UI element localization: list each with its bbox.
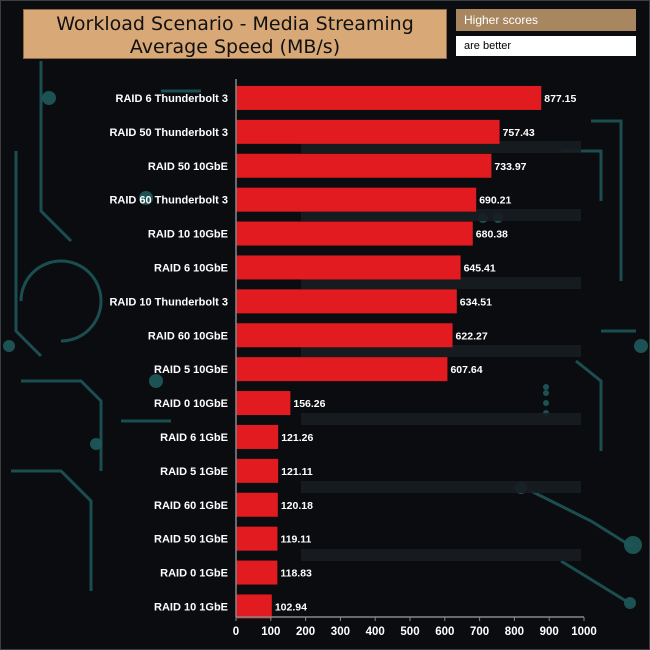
chart-title-line1: Workload Scenario - Media Streaming [56, 13, 414, 35]
bar [236, 594, 272, 619]
bar [236, 289, 457, 314]
bar [236, 560, 278, 585]
category-label: RAID 0 1GbE [160, 568, 228, 580]
x-tick-label: 300 [331, 626, 350, 638]
bar [236, 391, 291, 416]
x-tick-label: 200 [296, 626, 315, 638]
x-tick-label: 100 [261, 626, 280, 638]
category-label: RAID 60 1GbE [154, 500, 228, 512]
x-tick-label: 500 [400, 626, 419, 638]
value-label: 102.94 [275, 601, 307, 613]
category-label: RAID 10 1GbE [154, 601, 228, 613]
chart-title: Workload Scenario - Media Streaming Aver… [23, 9, 447, 59]
bars-layer: RAID 6 Thunderbolt 3 877.15 RAID 50 Thunde… [109, 85, 577, 619]
bar [236, 255, 461, 280]
x-tick-label: 600 [435, 626, 454, 638]
higher-scores-note: Higher scores [456, 9, 636, 31]
x-tick-label: 400 [366, 626, 385, 638]
bar [236, 357, 448, 382]
value-label: 645.41 [464, 262, 496, 274]
value-label: 120.18 [281, 500, 313, 512]
bar [236, 492, 278, 517]
category-label: RAID 50 1GbE [154, 534, 228, 546]
x-tick-label: 700 [470, 626, 489, 638]
value-label: 156.26 [293, 398, 325, 410]
category-label: RAID 50 10GbE [148, 161, 228, 173]
category-label: RAID 6 10GbE [154, 262, 228, 274]
bar [236, 85, 542, 110]
value-label: 119.11 [280, 534, 311, 546]
category-label: RAID 5 1GbE [160, 466, 228, 478]
category-label: RAID 0 10GbE [154, 398, 228, 410]
category-label: RAID 5 10GbE [154, 364, 228, 376]
value-label: 757.43 [503, 127, 535, 139]
x-tick-label: 800 [505, 626, 524, 638]
bar [236, 153, 492, 178]
bar [236, 526, 278, 551]
value-label: 733.97 [494, 161, 526, 173]
category-label: RAID 6 1GbE [160, 432, 228, 444]
value-label: 607.64 [450, 364, 482, 376]
bar [236, 119, 500, 144]
bar [236, 187, 477, 212]
value-label: 622.27 [456, 330, 488, 342]
value-label: 118.83 [280, 568, 312, 580]
category-label: RAID 60 10GbE [148, 330, 228, 342]
category-label: RAID 6 Thunderbolt 3 [116, 93, 228, 105]
category-label: RAID 10 Thunderbolt 3 [109, 296, 228, 308]
value-label: 680.38 [476, 229, 508, 241]
value-label: 690.21 [479, 195, 511, 207]
x-tick-label: 900 [540, 626, 559, 638]
category-label: RAID 10 10GbE [148, 229, 228, 241]
value-label: 634.51 [460, 296, 492, 308]
bar [236, 458, 279, 483]
are-better-note: are better [456, 36, 636, 56]
x-axis: 0 100 200 300 400 500 600 700 800 900 1000 [233, 79, 597, 638]
bar [236, 221, 473, 246]
category-label: RAID 50 Thunderbolt 3 [109, 127, 228, 139]
chart-title-line2: Average Speed (MB/s) [129, 36, 341, 58]
x-tick-label: 1000 [571, 626, 597, 638]
value-label: 877.15 [544, 93, 576, 105]
value-label: 121.11 [281, 466, 313, 478]
bar [236, 323, 453, 348]
x-tick-label: 0 [233, 626, 239, 638]
value-label: 121.26 [281, 432, 313, 444]
bar [236, 424, 279, 449]
category-label: RAID 60 Thunderbolt 3 [109, 195, 228, 207]
